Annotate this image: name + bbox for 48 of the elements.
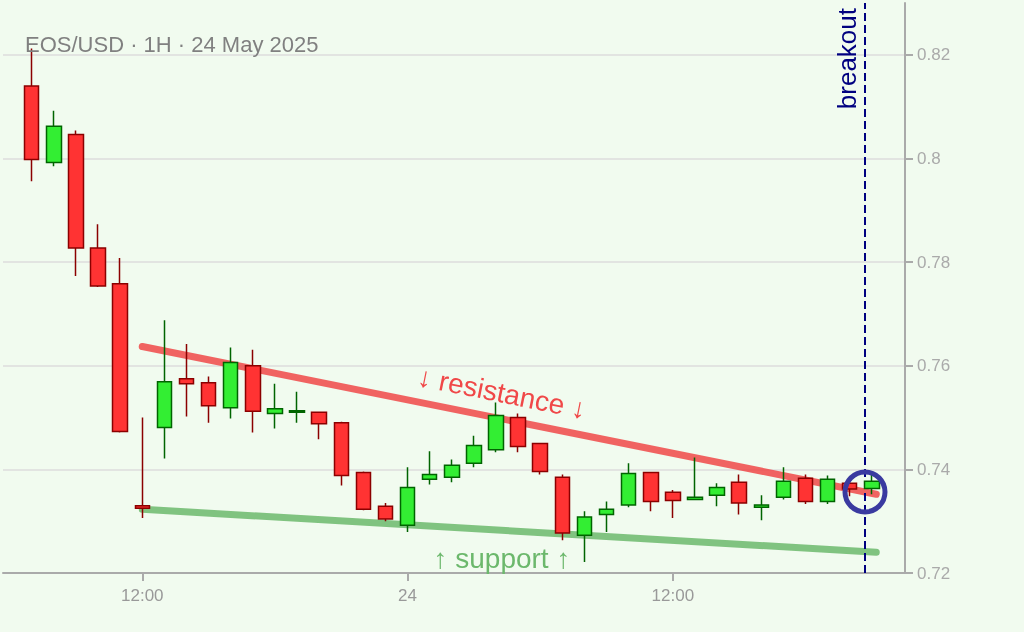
y-tick-label: 0.76 [917, 356, 951, 376]
candlestick [111, 257, 129, 434]
y-tick-label: 0.78 [917, 252, 951, 272]
candlestick [775, 466, 792, 501]
candlestick [310, 411, 328, 441]
candlestick [244, 348, 262, 434]
candlestick [465, 434, 483, 469]
candlestick [686, 456, 704, 501]
candlestick [45, 110, 63, 167]
candlestick [664, 489, 682, 519]
candlestick [67, 129, 85, 277]
candlestick [620, 462, 637, 508]
y-tick-label: 0.74 [917, 459, 951, 479]
candlestick [288, 390, 306, 424]
candlestick [576, 510, 593, 563]
candlestick [753, 494, 770, 521]
candlestick [399, 466, 416, 533]
y-tick-label: 0.72 [917, 563, 951, 583]
candlestick [421, 450, 438, 486]
candlestick [156, 319, 173, 460]
candlestick [598, 500, 615, 533]
candlestick [355, 470, 372, 512]
candlestick [642, 471, 660, 513]
candlestick [554, 473, 571, 542]
y-tick-label: 0.82 [917, 45, 951, 65]
text: EOS/USD · 1H · 24 May 2025 [25, 31, 319, 57]
candlestick [730, 473, 748, 516]
candlestick [819, 474, 836, 505]
candlestick [178, 343, 195, 418]
candlestick [333, 420, 350, 487]
candlestick [222, 346, 239, 420]
candlestick [200, 375, 217, 424]
candlestick [89, 223, 107, 288]
candlestick [708, 482, 726, 507]
candlestick [443, 458, 461, 484]
ref-line-label: breakout [832, 7, 863, 110]
x-tick-label: 24 [398, 586, 418, 605]
series-label: ↑ support ↑ [433, 542, 571, 574]
text: ↓ resistance ↓ [415, 360, 589, 425]
candlestick [377, 502, 394, 522]
x-tick-label: 12:00 [651, 586, 695, 605]
candlestick [531, 442, 549, 476]
candlestick [509, 412, 527, 454]
candlestick [134, 416, 151, 519]
candlestick [797, 473, 814, 505]
candlestick [266, 383, 284, 430]
x-tick-label: 12:00 [121, 586, 164, 605]
y-tick-label: 0.8 [917, 148, 941, 168]
